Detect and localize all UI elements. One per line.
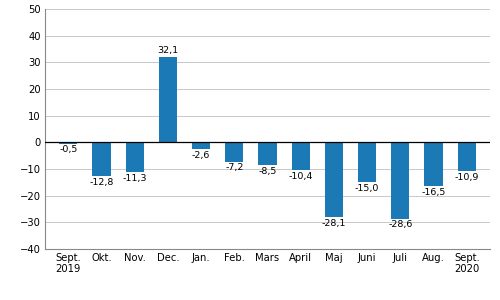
Text: -28,1: -28,1 — [322, 219, 346, 228]
Bar — [258, 142, 276, 165]
Bar — [292, 142, 310, 170]
Bar — [158, 57, 177, 142]
Bar — [391, 142, 409, 219]
Bar — [126, 142, 144, 172]
Text: -15,0: -15,0 — [355, 184, 380, 193]
Bar — [192, 142, 210, 149]
Bar — [59, 142, 78, 144]
Text: -2,6: -2,6 — [192, 151, 210, 160]
Text: -28,6: -28,6 — [388, 220, 412, 229]
Text: -0,5: -0,5 — [59, 145, 78, 154]
Text: -16,5: -16,5 — [422, 188, 446, 197]
Text: -8,5: -8,5 — [258, 167, 276, 176]
Text: -10,4: -10,4 — [288, 172, 313, 181]
Text: 32,1: 32,1 — [158, 46, 178, 55]
Bar — [424, 142, 442, 186]
Text: -12,8: -12,8 — [90, 178, 114, 187]
Bar — [358, 142, 376, 182]
Bar — [458, 142, 476, 171]
Text: -7,2: -7,2 — [225, 163, 244, 172]
Bar — [92, 142, 110, 176]
Bar — [325, 142, 343, 217]
Text: -10,9: -10,9 — [454, 173, 479, 182]
Text: -11,3: -11,3 — [122, 174, 147, 183]
Bar — [225, 142, 244, 161]
